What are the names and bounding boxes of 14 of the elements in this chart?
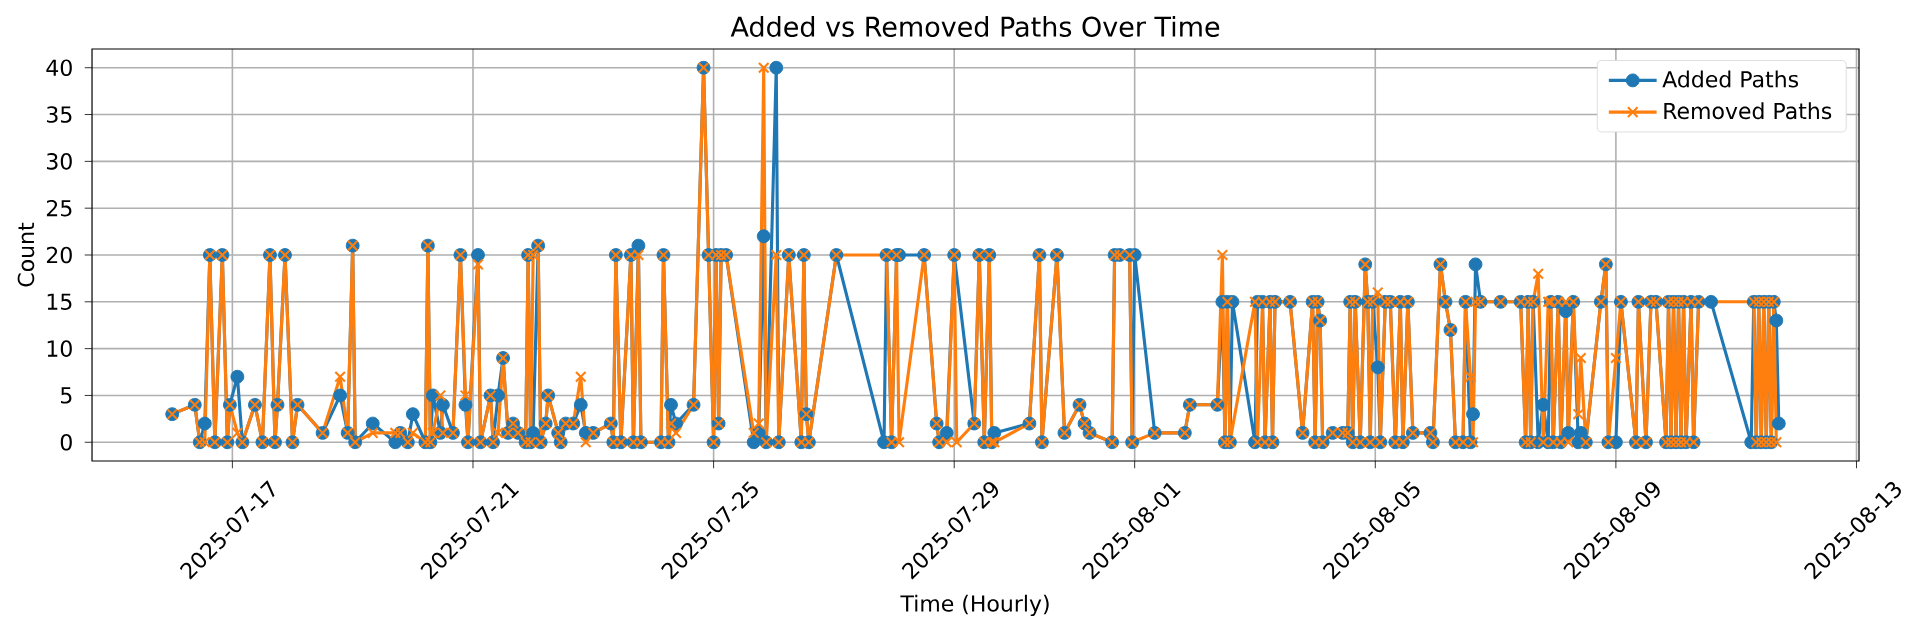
y-tick-label: 0 (60, 433, 72, 451)
y-axis-title: Count (17, 222, 35, 287)
y-tick-label: 15 (47, 293, 72, 310)
y-tick-label: 40 (46, 59, 72, 77)
y-tick-label: 35 (46, 106, 72, 123)
y-tick-label: 20 (46, 246, 72, 264)
legend-label: Removed Paths (1664, 102, 1832, 120)
chart-title: Added vs Removed Paths Over Time (730, 16, 1220, 37)
y-tick-label: 5 (61, 387, 72, 404)
y-tick-label: 10 (47, 340, 72, 357)
y-tick-label: 25 (46, 199, 72, 217)
y-tick-label: 30 (46, 153, 72, 170)
x-axis-title: Time (Hourly) (900, 594, 1049, 617)
legend-label: Added Paths (1662, 70, 1799, 88)
